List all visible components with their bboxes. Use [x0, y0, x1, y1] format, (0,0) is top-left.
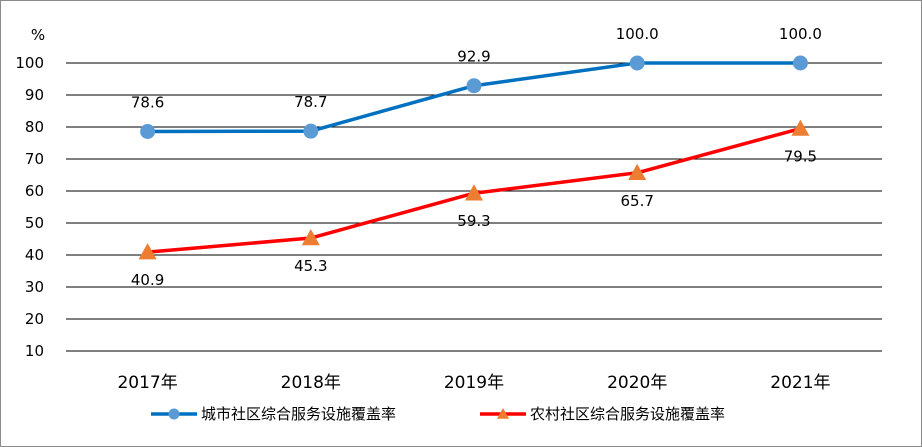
x-tick-label: 2017年: [117, 373, 177, 393]
data-labels: 78.6 78.7 92.9 100.0 100.0 40.9 45.3 59.3 65.7 79…: [131, 25, 822, 289]
data-label: 79.5: [784, 148, 817, 166]
y-tick-label: 90: [25, 86, 44, 104]
y-tick-label: 20: [25, 310, 44, 328]
series-1-marker: [140, 123, 156, 139]
y-tick-label: 70: [25, 150, 44, 168]
y-tick-label: 100: [15, 54, 44, 72]
data-label: 92.9: [457, 48, 490, 66]
series-markers: [138, 55, 810, 260]
x-tick-label: 2020年: [607, 373, 667, 393]
legend-marker-2: [497, 408, 509, 419]
series-2-marker: [791, 119, 810, 136]
series-2-marker: [138, 243, 157, 260]
y-tick-label: 30: [25, 278, 44, 296]
series-2-marker: [301, 229, 320, 246]
legend-label-1: 城市社区综合服务设施覆盖率: [201, 405, 396, 423]
series-1-marker: [792, 55, 808, 71]
legend-label-2: 农村社区综合服务设施覆盖率: [530, 405, 725, 423]
data-label: 100.0: [616, 25, 659, 43]
gridlines: [66, 62, 882, 352]
data-label: 78.7: [294, 93, 327, 111]
y-tick-label: 50: [25, 214, 44, 232]
data-label: 45.3: [294, 257, 327, 275]
x-tick-label: 2018年: [281, 373, 341, 393]
legend: 城市社区综合服务设施覆盖率 农村社区综合服务设施覆盖率: [151, 405, 725, 423]
series-2-marker: [628, 163, 647, 180]
legend-marker-1: [168, 408, 180, 420]
y-tick-label: 80: [25, 118, 44, 136]
y-tick-label: 60: [25, 182, 44, 200]
data-label: 65.7: [620, 192, 653, 210]
x-tick-label: 2021年: [770, 373, 830, 393]
data-label: 59.3: [457, 212, 490, 230]
y-tick-label: 40: [25, 246, 44, 264]
series-2-marker: [465, 184, 483, 201]
y-axis-ticks: 10 20 30 40 50 60 70 80 90 100: [15, 54, 44, 360]
series-1-marker: [303, 123, 319, 139]
x-axis-ticks: 2017年 2018年 2019年 2020年 2021年: [117, 373, 830, 393]
series-1-marker: [466, 78, 482, 94]
x-tick-label: 2019年: [444, 373, 504, 393]
series-line-1: [147, 61, 801, 134]
y-tick-label: 10: [25, 342, 44, 360]
series-1-marker: [629, 55, 645, 71]
y-axis-unit: %: [31, 26, 45, 44]
data-label: 40.9: [131, 271, 164, 289]
data-label: 100.0: [779, 25, 822, 43]
data-label: 78.6: [131, 93, 164, 111]
